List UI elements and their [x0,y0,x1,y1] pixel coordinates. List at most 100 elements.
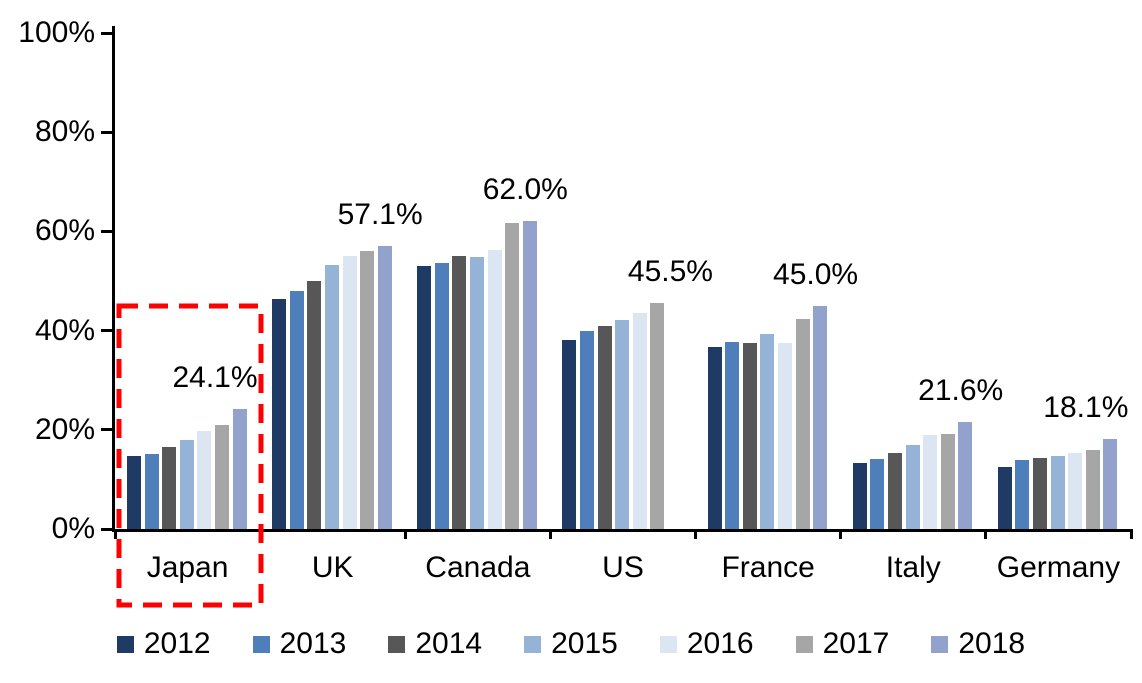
x-tick-1 [258,529,262,539]
y-tick-label-20-: 20% [34,412,95,446]
bar-japan-2015 [179,439,194,529]
value-label-canada: 62.0% [482,173,568,207]
x-tick-3 [548,529,552,539]
legend-swatch-2015-icon [524,635,542,653]
bar-uk-2016 [342,255,357,529]
legend-item-2018: 2018 [931,628,1025,660]
value-label-us: 45.5% [627,255,713,289]
x-tick-5 [839,529,843,539]
bar-japan-2012 [127,455,141,529]
bar-france-2017 [795,318,810,529]
bar-uk-2014 [307,280,322,529]
y-tick-20- [101,428,112,432]
y-tick-0- [101,527,112,531]
bar-canada-2013 [434,263,449,529]
bar-us-2012 [562,339,577,529]
x-tick-4 [694,529,698,539]
bar-germany-2012 [997,467,1012,529]
bar-japan-2017 [215,424,229,529]
legend-swatch-2017-icon [795,635,813,653]
bar-germany-2015 [1050,455,1065,529]
value-label-germany: 18.1% [1043,391,1129,425]
bar-france-2012 [707,347,722,529]
bar-france-2014 [742,342,757,529]
bar-us-2015 [615,320,630,529]
bar-us-2017 [650,303,665,529]
y-tick-40- [101,329,112,333]
bar-us-2016 [632,312,647,529]
legend-label-2015: 2015 [551,627,618,660]
bar-italy-2017 [940,433,955,529]
y-tick-label-100-: 100% [18,16,95,49]
bar-italy-2013 [870,458,885,529]
bar-france-2018 [813,305,828,529]
bar-italy-2012 [852,463,867,529]
legend-label-2016: 2016 [686,627,754,660]
y-tick-label-60-: 60% [34,214,95,248]
legend-item-2012: 2012 [116,628,211,660]
legend-label-2017: 2017 [822,627,890,660]
y-tick-100- [101,31,112,35]
legend-item-2015: 2015 [524,628,618,660]
y-tick-label-40-: 40% [34,313,95,347]
bar-france-2016 [777,343,792,529]
value-label-france: 45.0% [773,257,859,291]
y-axis-line [112,26,115,532]
y-tick-60- [101,229,112,233]
legend-swatch-2016-icon [659,635,677,653]
bar-canada-2018 [522,221,537,529]
category-label-italy: Italy [885,551,941,584]
category-label-france: France [721,551,815,584]
bar-germany-2016 [1068,452,1083,529]
x-tick-6 [984,529,988,539]
bar-italy-2014 [887,452,902,529]
category-label-us: US [602,551,644,584]
legend-swatch-2013-icon [252,635,270,653]
value-label-uk: 57.1% [337,197,423,231]
category-label-uk: UK [311,551,354,584]
value-label-italy: 21.6% [918,373,1004,407]
bar-uk-2018 [377,245,392,529]
bar-canada-2017 [505,222,520,529]
bar-us-2014 [597,325,612,529]
x-axis-line [112,529,1133,532]
legend-swatch-2014-icon [388,635,406,653]
category-label-japan: Japan [146,551,229,584]
legend-item-2013: 2013 [252,627,347,660]
bar-uk-2015 [324,264,339,529]
bar-canada-2012 [417,266,432,529]
legend-label-2018: 2018 [958,627,1026,660]
bar-germany-2014 [1033,458,1048,529]
bar-uk-2012 [272,299,287,529]
legend-item-2017: 2017 [795,627,890,660]
bar-germany-2013 [1015,460,1030,529]
legend-label-2014: 2014 [415,627,483,660]
bar-canada-2015 [470,257,485,529]
legend-item-2016: 2016 [659,627,754,660]
bar-italy-2018 [958,421,973,529]
bar-japan-2014 [162,447,177,529]
bar-france-2013 [725,342,740,529]
bar-japan-2013 [144,454,159,529]
bar-japan-2016 [197,430,212,529]
bar-germany-2017 [1085,449,1100,529]
legend-label-2013: 2013 [279,627,347,660]
bar-uk-2017 [360,250,375,529]
bar-canada-2016 [487,249,502,529]
bar-germany-2018 [1103,439,1118,529]
legend: 2012 2013 2014 2015 2016 2017 2018 [0,628,1142,660]
y-tick-label-80-: 80% [34,115,95,149]
value-label-japan: 24.1% [172,361,258,395]
bar-us-2013 [580,331,595,529]
x-tick-0 [113,529,117,539]
bar-japan-2018 [232,409,247,529]
x-tick-7 [1129,529,1133,539]
category-label-canada: Canada [425,551,531,584]
y-tick-80- [101,130,112,134]
legend-swatch-2018-icon [931,635,949,653]
bar-uk-2013 [289,291,304,529]
bar-france-2015 [760,334,775,529]
legend-swatch-2012-icon [116,635,134,653]
x-tick-2 [403,529,407,539]
